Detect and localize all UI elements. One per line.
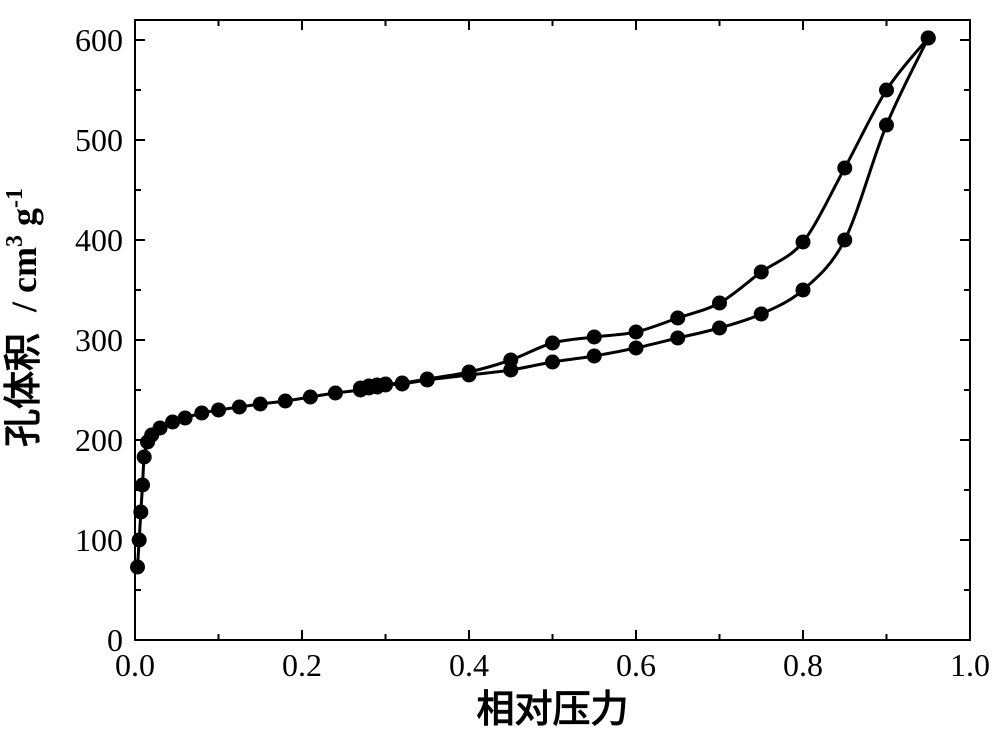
adsorption-marker [194,406,209,421]
svg-text:600: 600 [75,22,123,58]
adsorption-marker [587,349,602,364]
adsorption-marker [712,321,727,336]
adsorption-marker [879,118,894,133]
svg-text:300: 300 [75,322,123,358]
svg-text:0: 0 [107,622,123,658]
adsorption-marker [135,478,150,493]
desorption-marker [420,372,435,387]
adsorption-marker [303,390,318,405]
svg-text:1.0: 1.0 [950,647,990,683]
adsorption-marker [670,331,685,346]
adsorption-marker [253,397,268,412]
svg-text:100: 100 [75,522,123,558]
desorption-marker [545,336,560,351]
desorption-marker [754,265,769,280]
desorption-line [360,38,928,388]
svg-text:/ cm3 g-1: / cm3 g-1 [2,188,44,313]
desorption-marker [395,376,410,391]
adsorption-marker [278,394,293,409]
isotherm-chart: 0.00.20.40.60.81.00100200300400500600相对压… [0,0,1000,746]
svg-text:孔体积: 孔体积 [3,333,45,447]
adsorption-marker [754,307,769,322]
adsorption-marker [796,283,811,298]
desorption-marker [462,365,477,380]
desorption-marker [796,235,811,250]
desorption-marker [670,311,685,326]
svg-text:相对压力: 相对压力 [476,689,628,731]
adsorption-marker [130,560,145,575]
chart-svg: 0.00.20.40.60.81.00100200300400500600相对压… [0,0,1000,746]
adsorption-marker [837,233,852,248]
adsorption-marker [328,386,343,401]
adsorption-line [138,38,929,567]
svg-text:0.6: 0.6 [616,647,656,683]
svg-text:400: 400 [75,222,123,258]
adsorption-marker [232,400,247,415]
svg-text:0.4: 0.4 [449,647,489,683]
svg-text:0.8: 0.8 [783,647,823,683]
adsorption-marker [545,355,560,370]
adsorption-marker [132,533,147,548]
desorption-marker [879,83,894,98]
svg-text:200: 200 [75,422,123,458]
desorption-marker [629,325,644,340]
desorption-marker [712,296,727,311]
svg-text:0.2: 0.2 [282,647,322,683]
desorption-marker [837,161,852,176]
adsorption-marker [629,341,644,356]
adsorption-marker [133,505,148,520]
adsorption-marker [178,411,193,426]
desorption-marker [921,31,936,46]
desorption-marker [587,330,602,345]
svg-text:500: 500 [75,122,123,158]
desorption-marker [353,381,368,396]
desorption-marker [503,353,518,368]
adsorption-marker [211,403,226,418]
adsorption-marker [137,450,152,465]
